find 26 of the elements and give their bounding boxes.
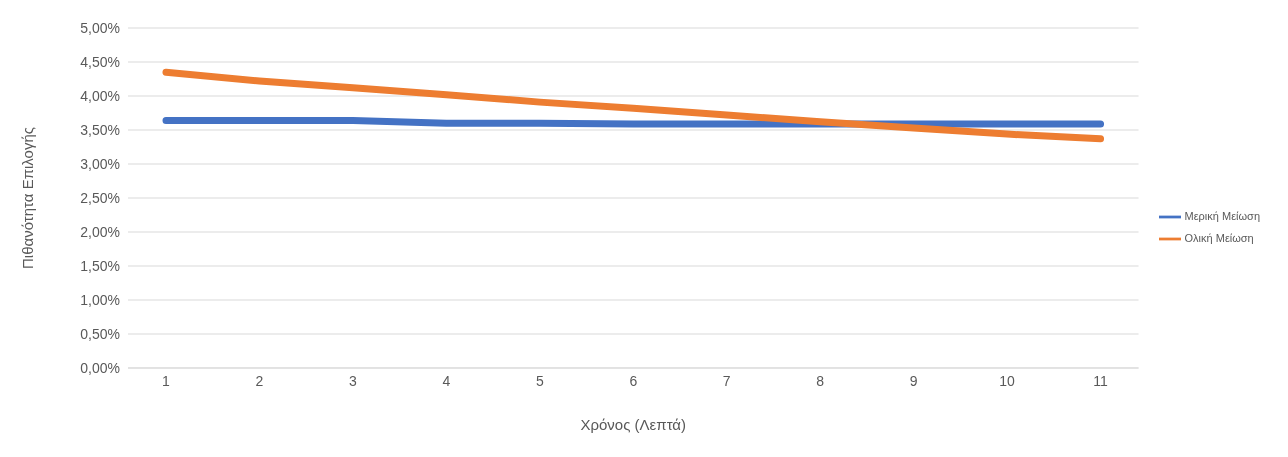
y-tick-label: 1,50%	[80, 257, 120, 274]
x-tick-label: 1	[162, 372, 171, 389]
y-tick-label: 2,00%	[80, 223, 120, 240]
x-tick-label: 8	[816, 372, 825, 389]
y-tick-label: 4,50%	[80, 53, 120, 70]
y-tick-label: 1,00%	[80, 291, 120, 308]
y-tick-label: 3,00%	[80, 155, 120, 172]
x-tick-label: 7	[722, 372, 731, 389]
x-tick-label: 2	[255, 372, 264, 389]
x-tick-label: 4	[442, 372, 451, 389]
y-tick-label: 0,00%	[80, 359, 120, 376]
y-tick-label: 2,50%	[80, 189, 120, 206]
legend-label: Ολική Μείωση	[1184, 231, 1254, 244]
y-tick-label: 3,50%	[80, 121, 120, 138]
y-axis-title: Πιθανότητα Επιλογής	[19, 126, 37, 270]
x-tick-label: 6	[629, 372, 638, 389]
x-tick-label: 9	[909, 372, 918, 389]
x-tick-label: 11	[1093, 372, 1109, 389]
x-axis-title: Χρόνος (Λεπτά)	[580, 416, 687, 433]
x-tick-label: 3	[349, 372, 358, 389]
x-tick-label: 10	[999, 372, 1016, 389]
legend-label: Μερική Μείωση	[1184, 209, 1260, 222]
x-tick-label: 5	[535, 372, 544, 389]
y-tick-label: 5,00%	[80, 19, 120, 36]
y-tick-label: 0,50%	[80, 325, 120, 342]
y-tick-label: 4,00%	[80, 87, 120, 104]
